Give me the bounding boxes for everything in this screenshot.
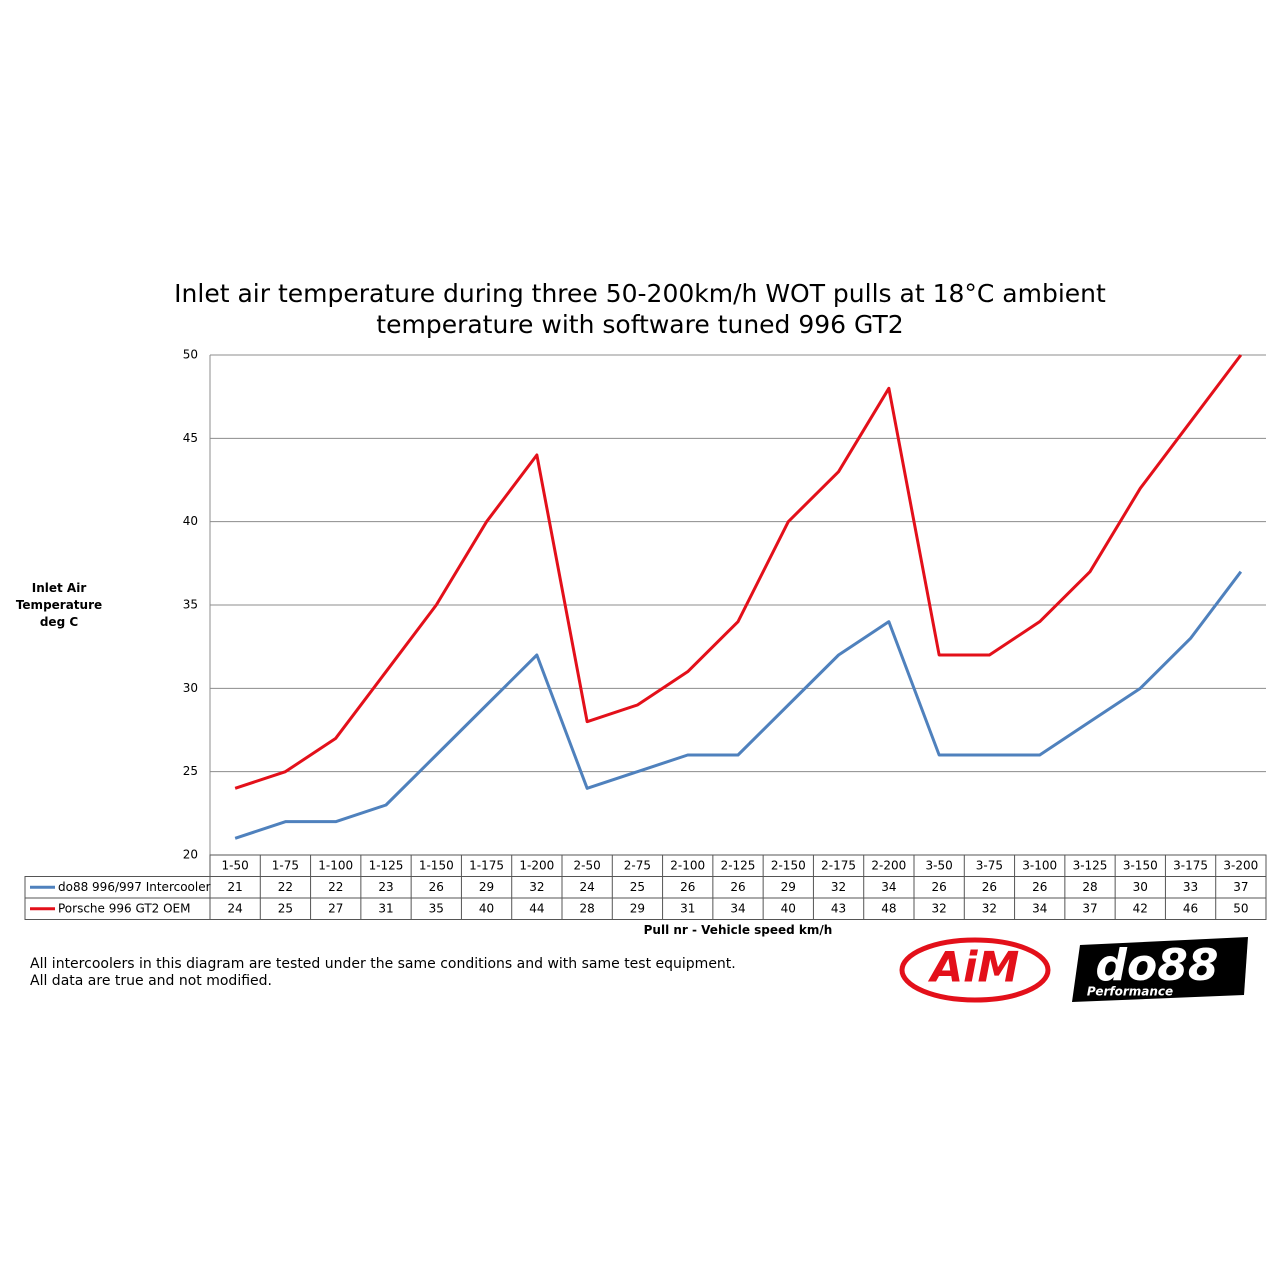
table-value: 32 [932, 901, 947, 915]
table-value: 31 [680, 901, 695, 915]
x-tick-label: 3-75 [976, 858, 1003, 872]
logo-text: do88 [1096, 940, 1219, 991]
table-value: 21 [228, 880, 243, 894]
table-value: 26 [429, 880, 444, 894]
legend-label: do88 996/997 Intercooler [58, 880, 211, 894]
x-tick-label: 1-200 [519, 858, 554, 872]
table-value: 32 [529, 880, 544, 894]
table-value: 31 [378, 901, 393, 915]
y-tick-label: 20 [183, 848, 198, 862]
table-value: 32 [982, 901, 997, 915]
table-value: 33 [1183, 880, 1198, 894]
x-tick-label: 2-200 [871, 858, 906, 872]
table-value: 26 [932, 880, 947, 894]
do88-logo: do88 Performance [1072, 937, 1248, 1002]
table-value: 43 [831, 901, 846, 915]
table-value: 27 [328, 901, 343, 915]
aim-logo: AiM [899, 937, 1051, 1003]
y-tick-label: 30 [183, 681, 198, 695]
table-value: 29 [781, 880, 796, 894]
footnote: All intercoolers in this diagram are tes… [30, 956, 736, 990]
table-value: 26 [680, 880, 695, 894]
logo-text: AiM [928, 943, 1020, 992]
series-line [234, 354, 1243, 790]
x-tick-label: 2-125 [721, 858, 756, 872]
x-tick-label: 2-100 [670, 858, 705, 872]
y-axis-label: Inlet Air Temperature deg C [15, 581, 103, 629]
legend-label: Porsche 996 GT2 OEM [58, 901, 191, 915]
table-value: 48 [881, 901, 896, 915]
x-tick-label: 3-175 [1173, 858, 1208, 872]
x-tick-label: 1-125 [369, 858, 404, 872]
table-value: 25 [278, 901, 293, 915]
table-value: 29 [479, 880, 494, 894]
table-value: 50 [1233, 901, 1248, 915]
table-value: 28 [580, 901, 595, 915]
x-tick-label: 1-75 [272, 858, 299, 872]
footnote-line: All intercoolers in this diagram are tes… [30, 956, 736, 972]
x-tick-label: 3-100 [1022, 858, 1057, 872]
table-value: 42 [1133, 901, 1148, 915]
x-tick-label: 3-50 [926, 858, 953, 872]
x-tick-label: 3-125 [1073, 858, 1108, 872]
table-value: 35 [429, 901, 444, 915]
table-value: 34 [881, 880, 896, 894]
table-value: 29 [630, 901, 645, 915]
table-value: 37 [1082, 901, 1097, 915]
table-value: 30 [1133, 880, 1148, 894]
table-value: 28 [1082, 880, 1097, 894]
table-value: 23 [378, 880, 393, 894]
table-value: 37 [1233, 880, 1248, 894]
table-value: 24 [228, 901, 243, 915]
table-value: 34 [730, 901, 745, 915]
y-tick-label: 35 [183, 598, 198, 612]
table-value: 22 [328, 880, 343, 894]
table-value: 46 [1183, 901, 1198, 915]
y-tick-label: 25 [183, 764, 198, 778]
logo-box [1072, 937, 1248, 1002]
series-line [234, 570, 1243, 840]
x-tick-label: 1-100 [318, 858, 353, 872]
x-tick-label: 2-175 [821, 858, 856, 872]
logo-subtext: Performance [1087, 985, 1173, 999]
x-tick-label: 1-175 [469, 858, 504, 872]
table-value: 25 [630, 880, 645, 894]
x-tick-label: 3-150 [1123, 858, 1158, 872]
x-tick-label: 1-50 [222, 858, 249, 872]
y-tick-label: 50 [183, 348, 198, 362]
footnote-line: All data are true and not modified. [30, 973, 272, 989]
table-value: 24 [580, 880, 595, 894]
x-tick-label: 2-75 [624, 858, 651, 872]
table-value: 40 [781, 901, 796, 915]
table-value: 26 [730, 880, 745, 894]
table-value: 22 [278, 880, 293, 894]
x-tick-label: 1-150 [419, 858, 454, 872]
x-tick-label: 2-50 [574, 858, 601, 872]
y-tick-label: 45 [183, 431, 198, 445]
table-value: 32 [831, 880, 846, 894]
chart-title: Inlet air temperature during three 50-20… [174, 279, 1106, 339]
x-tick-label: 2-150 [771, 858, 806, 872]
table-value: 34 [1032, 901, 1047, 915]
x-tick-label: 3-200 [1223, 858, 1258, 872]
table-value: 44 [529, 901, 544, 915]
logo-ring [899, 937, 1051, 1003]
x-axis-label: Pull nr - Vehicle speed km/h [643, 923, 833, 937]
table-value: 40 [479, 901, 494, 915]
y-tick-label: 40 [183, 514, 198, 528]
table-value: 26 [1032, 880, 1047, 894]
table-value: 26 [982, 880, 997, 894]
